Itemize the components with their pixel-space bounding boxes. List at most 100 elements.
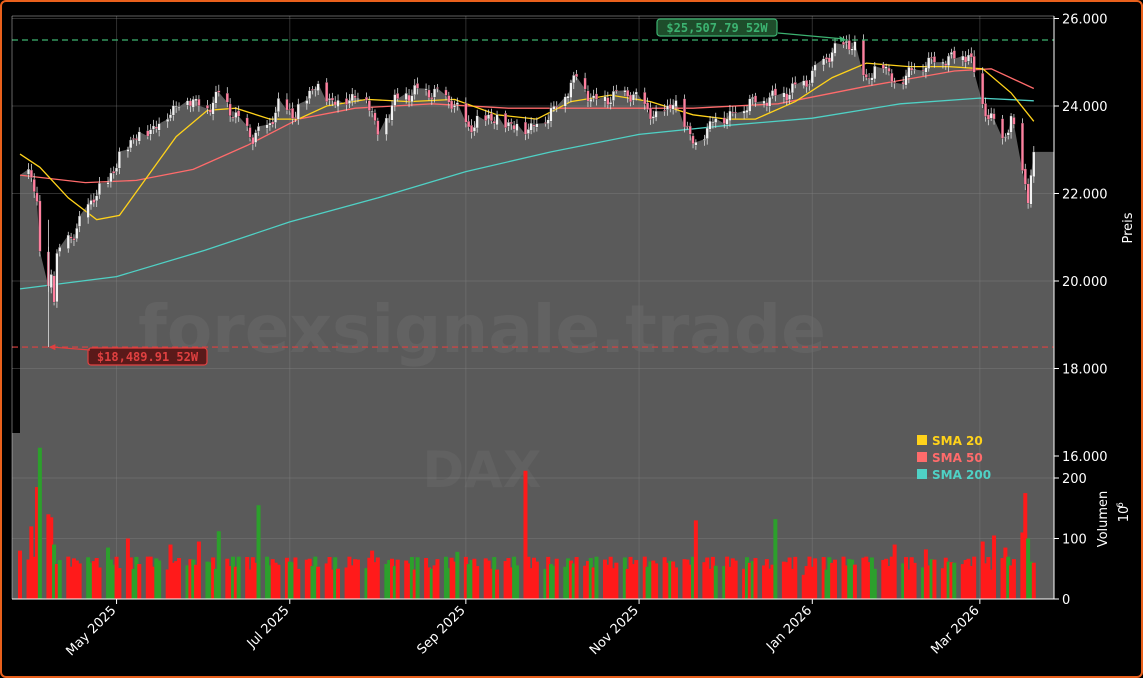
volume-bar	[923, 549, 928, 599]
volume-bar	[827, 557, 832, 599]
volume-bar	[585, 561, 590, 599]
candle-body	[663, 110, 667, 112]
candle-body	[643, 92, 647, 105]
candle-body	[390, 105, 394, 121]
volume-bar	[801, 574, 806, 599]
candle-body	[132, 138, 136, 140]
volume-bar	[949, 562, 954, 599]
candle-body	[489, 113, 493, 122]
volume-bar	[429, 568, 434, 599]
candle-body	[986, 114, 990, 120]
candle-body	[186, 100, 189, 106]
volume-bar	[673, 567, 678, 599]
volume-bar	[213, 568, 218, 599]
52w-low-label-box	[87, 347, 208, 366]
volume-bar	[236, 556, 241, 599]
candle-body	[810, 70, 814, 84]
candle-body	[524, 121, 527, 135]
candle-body	[555, 105, 559, 108]
candle-body	[1001, 118, 1005, 139]
candle-body	[952, 50, 956, 59]
candle-body	[407, 94, 411, 102]
volume-bar	[708, 568, 713, 599]
volume-bar	[804, 566, 809, 599]
candle-body	[984, 103, 987, 117]
candle-body	[430, 97, 434, 100]
volume-bar	[705, 557, 710, 599]
candle-body	[532, 124, 536, 127]
volume-bar	[128, 557, 133, 599]
candle-body	[367, 100, 371, 111]
volume-tick-label: 200	[1062, 472, 1087, 487]
candle-body	[1006, 132, 1010, 136]
volume-bar	[884, 558, 889, 599]
volume-watermark: DAX	[423, 441, 542, 499]
candle-body	[526, 129, 530, 134]
candle-body	[768, 97, 772, 107]
volume-bar	[963, 560, 968, 599]
candle-body	[254, 132, 258, 143]
volume-bar	[852, 564, 857, 599]
candle-body	[714, 118, 718, 123]
volume-bar	[196, 541, 201, 599]
volume-bar	[483, 558, 488, 599]
candle-body	[924, 67, 928, 73]
volume-bar	[316, 566, 321, 599]
candle-body	[75, 227, 79, 239]
volume-bar	[512, 556, 517, 599]
volume-bar	[355, 559, 360, 599]
candle-body	[583, 77, 587, 90]
candle-body	[629, 94, 633, 103]
candle-body	[705, 127, 709, 139]
volume-bar	[506, 558, 511, 599]
volume-bar	[563, 566, 568, 599]
candle-body	[115, 167, 119, 172]
volume-bar	[872, 568, 877, 599]
candle-body	[603, 96, 607, 102]
volume-bar	[466, 564, 471, 599]
price-tick-label: 22.000	[1062, 188, 1108, 203]
volume-bar	[744, 557, 749, 599]
volume-bar	[793, 556, 798, 599]
volume-bar	[727, 566, 732, 599]
52w-high-arrowhead	[839, 36, 847, 43]
candle-body	[595, 93, 598, 100]
candle-body	[569, 82, 573, 98]
volume-bar	[867, 562, 872, 599]
52w-low-arrow	[51, 346, 91, 351]
candle-body	[376, 120, 380, 135]
volume-bar	[764, 559, 769, 599]
candle-body	[251, 137, 255, 145]
candle-body	[782, 92, 786, 98]
volume-bar	[625, 568, 630, 599]
candle-body	[231, 116, 235, 119]
volume-bar	[412, 569, 417, 599]
candle-body	[387, 118, 391, 120]
legend-label: SMA 20	[932, 434, 983, 448]
volume-bar	[568, 560, 573, 599]
candle-body	[146, 130, 150, 137]
candle-body	[626, 90, 630, 97]
price-tick-label: 20.000	[1062, 275, 1108, 290]
candle-body	[535, 123, 539, 128]
volume-bar	[691, 556, 696, 599]
candle-body	[552, 106, 556, 110]
candle-body	[285, 99, 289, 111]
candle-body	[867, 77, 871, 80]
volume-bar	[157, 560, 162, 599]
candle-body	[967, 54, 970, 62]
volume-bar	[543, 568, 548, 599]
volume-bar	[770, 564, 775, 599]
volume-bar	[668, 561, 673, 599]
candle-body	[754, 95, 757, 103]
volume-bar	[475, 566, 480, 599]
price-area	[20, 41, 1054, 434]
volume-bar	[463, 556, 468, 599]
candle-body	[609, 102, 613, 105]
volume-bar	[52, 544, 57, 599]
candle-body	[881, 64, 885, 69]
legend-swatch	[917, 469, 927, 479]
volume-bar	[290, 562, 295, 599]
price-tick-label: 18.000	[1062, 363, 1108, 378]
